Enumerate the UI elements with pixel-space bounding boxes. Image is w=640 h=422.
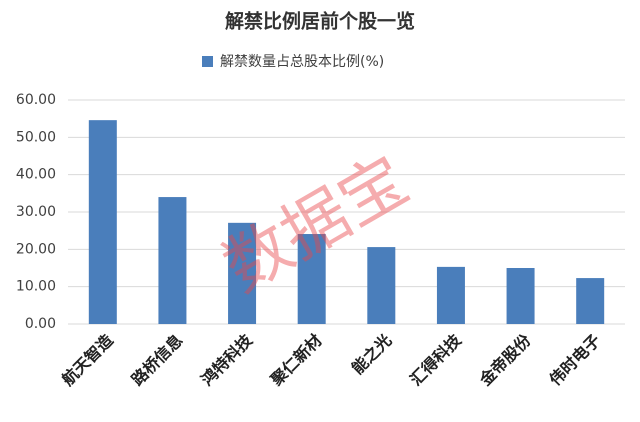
y-tick-label: 0.00 [25, 316, 56, 332]
bar [506, 268, 535, 324]
y-tick-label: 50.00 [16, 129, 56, 145]
bar [297, 234, 326, 324]
bar [576, 278, 605, 324]
bar [88, 120, 117, 324]
bar [436, 266, 465, 324]
bar [228, 222, 257, 324]
y-tick-label: 40.00 [16, 167, 56, 183]
y-tick-label: 60.00 [16, 92, 56, 108]
y-tick-label: 10.00 [16, 279, 56, 295]
y-tick-label: 20.00 [16, 241, 56, 257]
bar [367, 247, 396, 324]
chart-title: 解禁比例居前个股一览 [225, 10, 415, 33]
y-tick-label: 30.00 [16, 204, 56, 220]
legend-swatch [202, 56, 213, 67]
bar [158, 197, 187, 324]
legend-label: 解禁数量占总股本比例(%) [220, 54, 384, 70]
